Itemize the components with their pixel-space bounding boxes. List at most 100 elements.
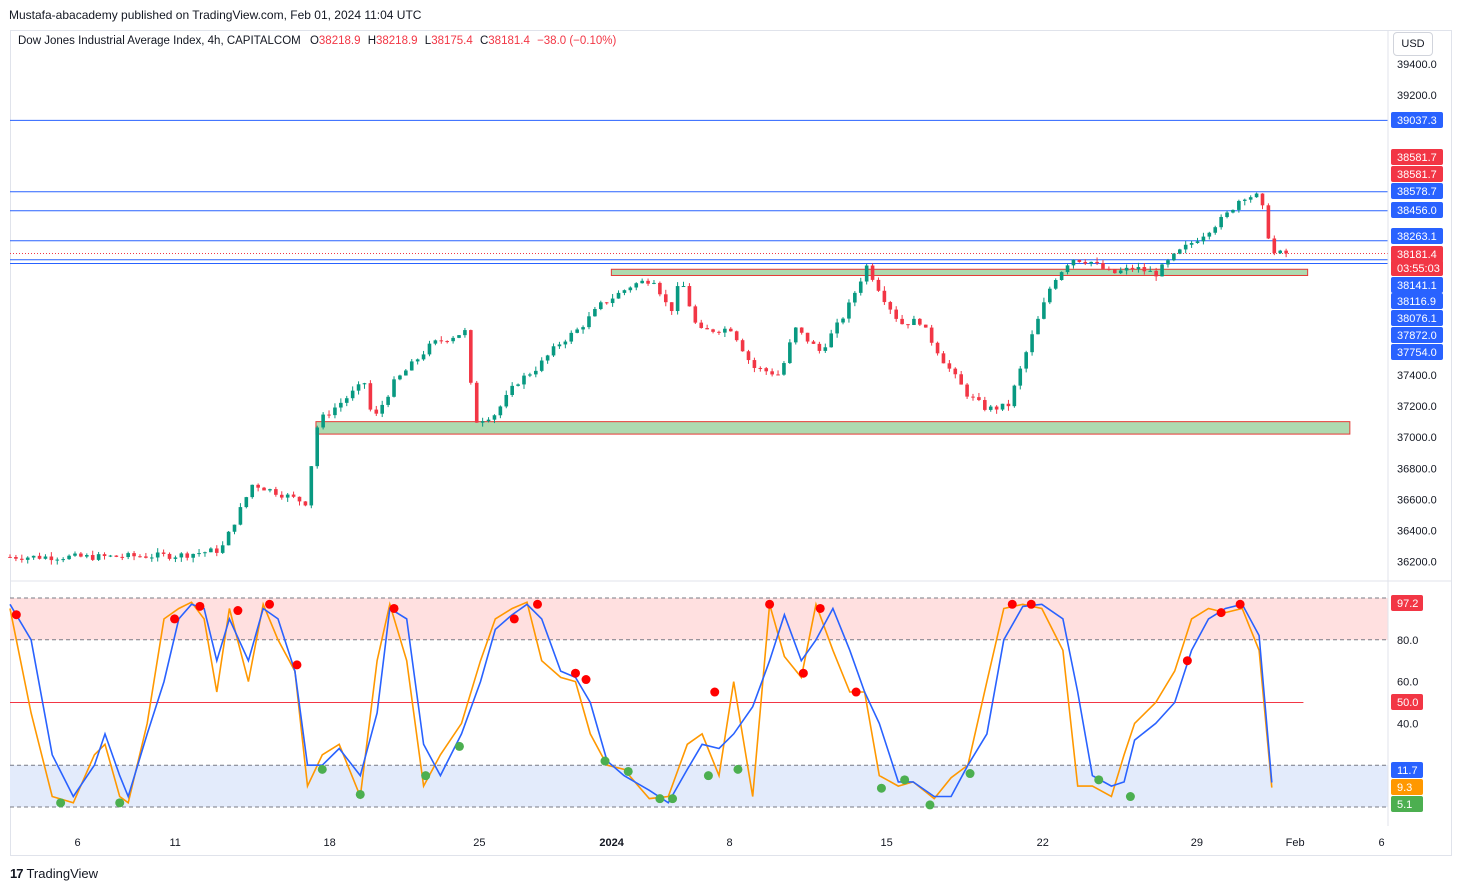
candle [770, 368, 774, 377]
time-axis-tick: 22 [1037, 837, 1049, 849]
candle [752, 357, 757, 373]
price-axis-tick: 39200.0 [1397, 90, 1437, 102]
price-badge [1391, 112, 1443, 128]
candle-body [853, 292, 857, 303]
candle [551, 343, 556, 357]
time-axis-tick: 6 [1379, 837, 1385, 849]
bearish-signal-dot [170, 614, 180, 624]
candle [321, 412, 325, 430]
candle [67, 554, 71, 560]
candle [421, 350, 426, 361]
osc-badge [1391, 796, 1423, 812]
candle-body [31, 555, 36, 558]
candle [528, 372, 532, 378]
candle [1042, 297, 1046, 320]
candle [20, 554, 24, 563]
time-axis-tick: 11 [169, 837, 180, 849]
candle-body [870, 265, 875, 280]
candle-body [392, 379, 396, 397]
time-axis-tick: 18 [324, 837, 336, 849]
candle-body [1278, 250, 1283, 254]
candle [1213, 225, 1218, 235]
candle-body [126, 553, 130, 558]
candle-body [108, 555, 113, 557]
bearish-signal-dot [265, 599, 275, 609]
candle-body [1225, 212, 1229, 217]
candle [1012, 384, 1017, 408]
candle-body [61, 559, 65, 561]
candle [888, 300, 893, 315]
price-badge [1391, 183, 1443, 199]
candle [988, 404, 993, 412]
candle-body [1284, 250, 1288, 254]
candle-body [788, 342, 792, 364]
candle [823, 343, 828, 353]
candle [1136, 262, 1141, 273]
candle [876, 277, 881, 292]
candle [114, 555, 119, 558]
osc-axis-tick: 60.0 [1397, 677, 1418, 689]
candle [640, 278, 644, 284]
time-axis-tick: 15 [881, 837, 893, 849]
candle-body [1237, 200, 1241, 210]
candle [699, 319, 704, 329]
candle [368, 380, 373, 412]
candle [918, 318, 922, 327]
candle [232, 524, 237, 535]
candle [167, 552, 172, 561]
candle-body [262, 487, 266, 491]
candle-body [1201, 236, 1206, 242]
price-badge [1391, 310, 1443, 326]
tradingview-logo[interactable]: 17 TradingView [10, 866, 98, 881]
candle-body [1095, 261, 1099, 264]
time-axis-tick: Feb [1286, 837, 1305, 849]
candle [132, 551, 136, 561]
candle [1018, 365, 1023, 390]
candle-body [740, 340, 745, 352]
bearish-signal-dot [1182, 656, 1192, 666]
bearish-signal-dot [798, 668, 808, 678]
candle [445, 340, 449, 344]
candle-body [604, 302, 609, 304]
candle-body [764, 368, 769, 372]
candle-body [1254, 193, 1259, 198]
candle-body [303, 501, 308, 506]
symbol-legend[interactable]: Dow Jones Industrial Average Index, 4h, … [18, 35, 616, 47]
candle [279, 491, 284, 500]
candle-body [469, 330, 473, 383]
candle-body [640, 280, 644, 284]
candle-body [628, 287, 633, 291]
candle-body [333, 407, 337, 416]
candle [191, 553, 195, 563]
candle-body [244, 497, 249, 508]
candle-body [114, 555, 119, 557]
bullish-signal-dot [1094, 775, 1104, 785]
currency-button[interactable]: USD [1393, 32, 1433, 56]
time-axis-tick: 2024 [599, 837, 624, 849]
candle [1048, 286, 1052, 305]
candle-body [67, 555, 71, 560]
osc-axis-tick: 40.0 [1397, 718, 1418, 730]
candle [126, 551, 130, 560]
candle-body [1024, 352, 1028, 369]
osc-badge [1391, 779, 1423, 795]
candle-body [55, 559, 60, 561]
bullish-signal-dot [56, 798, 66, 808]
candle-body [841, 318, 845, 323]
osc-badge-text: 50.0 [1397, 697, 1418, 709]
candle-body [510, 385, 514, 395]
bearish-signal-dot [1007, 599, 1017, 609]
chart-frame[interactable] [10, 30, 1452, 856]
candle [711, 328, 715, 334]
candle-body [1183, 244, 1188, 250]
candle-body [516, 384, 520, 386]
candle-body [1000, 403, 1005, 410]
candle [929, 324, 934, 346]
candle [14, 554, 18, 562]
candle-body [1042, 302, 1046, 319]
bullish-signal-dot [623, 766, 633, 776]
candle-body [1107, 268, 1111, 270]
candle-body [752, 360, 757, 368]
candle [469, 329, 473, 385]
